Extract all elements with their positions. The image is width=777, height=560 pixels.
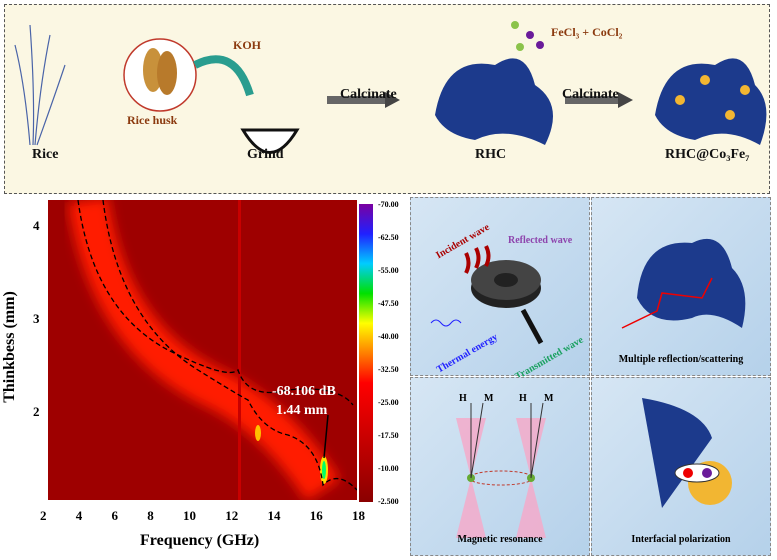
peak-marker bbox=[322, 461, 326, 479]
label-interfacial-polarization: Interfacial polarization bbox=[631, 534, 731, 545]
label-rhc: RHC bbox=[475, 147, 507, 162]
secondary-peak bbox=[255, 425, 261, 441]
colorbar bbox=[359, 204, 373, 502]
absorption-band bbox=[68, 200, 340, 500]
thermal-wave-icon bbox=[430, 319, 462, 327]
transmitted-arrow-icon bbox=[520, 308, 544, 345]
label-magnetic-resonance: Magnetic resonance bbox=[457, 534, 543, 545]
contour-lower bbox=[102, 200, 357, 491]
incident-wave-icon bbox=[464, 245, 491, 274]
contour-upper bbox=[77, 200, 354, 406]
interfacial-polarization-quadrant: Interfacial polarization bbox=[591, 377, 771, 556]
label-m: M bbox=[544, 393, 554, 404]
colorbar-tick: -47.50 bbox=[378, 299, 399, 308]
x-tick: 12 bbox=[225, 508, 239, 523]
label-calcinate-1: Calcinate bbox=[340, 87, 397, 102]
label-m: M bbox=[484, 393, 494, 404]
reflection-path-icon bbox=[621, 277, 713, 329]
annotation-rl: -68.106 dB bbox=[272, 384, 336, 399]
x-tick: 6 bbox=[111, 508, 119, 523]
x-tick: 16 bbox=[309, 508, 323, 523]
colorbar-tick: -25.00 bbox=[378, 398, 399, 407]
synthesis-illustrations bbox=[14, 21, 767, 154]
arrow-icon bbox=[193, 55, 254, 97]
heatmap-plot bbox=[48, 200, 357, 500]
x-tick: 8 bbox=[147, 508, 154, 523]
rhc-structure-icon bbox=[435, 58, 553, 146]
colorbar-tick: -62.50 bbox=[378, 233, 399, 242]
x-tick: 14 bbox=[267, 508, 281, 523]
y-tick: 3 bbox=[33, 311, 40, 326]
mechanism-panel: Incident wave Reflected wave Thermal ene… bbox=[410, 197, 772, 557]
label-rice-husk: Rice husk bbox=[127, 113, 178, 127]
rhc-structure-icon bbox=[637, 238, 746, 328]
reflection-loss-heatmap: -68.106 dB 1.44 mm -70.00 -62.50 -55.00 -47… bbox=[0, 198, 405, 560]
label-product: RHC@Co₃Fe₇ bbox=[665, 147, 750, 162]
colorbar-tick: -70.00 bbox=[378, 200, 399, 209]
colorbar-tick: -2.500 bbox=[378, 497, 399, 506]
label-grind: Grind bbox=[247, 147, 284, 162]
colorbar-tick: -17.50 bbox=[378, 431, 399, 440]
colorbar-ticks: -70.00 -62.50 -55.00 -47.50 -40.00 -32.50 -25.… bbox=[378, 200, 399, 506]
label-h: H bbox=[459, 393, 467, 404]
x-tick: 4 bbox=[75, 508, 83, 523]
attenuation-quadrant: Incident wave Reflected wave Thermal ene… bbox=[410, 197, 590, 382]
y-tick: 2 bbox=[33, 404, 40, 419]
label-multiple-reflection: Multiple reflection/scattering bbox=[618, 354, 744, 365]
colorbar-tick: -10.00 bbox=[378, 464, 399, 473]
label-reflected-wave: Reflected wave bbox=[508, 235, 573, 246]
x-axis-label: Frequency (GHz) bbox=[140, 532, 260, 549]
label-h: H bbox=[519, 393, 527, 404]
annotation-thickness: 1.44 mm bbox=[276, 403, 328, 418]
annotation-arrow bbox=[323, 414, 329, 459]
x-tick: 2 bbox=[40, 508, 47, 523]
mortar-icon bbox=[240, 128, 300, 154]
label-calcinate-2: Calcinate bbox=[562, 87, 619, 102]
colorbar-tick: -40.00 bbox=[378, 332, 399, 341]
magnetic-resonance-quadrant: H M H M Magnetic resonance bbox=[410, 377, 590, 556]
y-axis-label: Thinkbess (mm) bbox=[1, 291, 18, 403]
label-rice: Rice bbox=[32, 147, 59, 162]
x-tick: 10 bbox=[183, 508, 196, 523]
label-salts: FeCl₃ + CoCl₂ bbox=[551, 25, 623, 39]
x-tick: 18 bbox=[352, 508, 365, 523]
carbon-sheet-icon bbox=[642, 398, 712, 508]
rhc-co3fe7-icon bbox=[655, 58, 767, 146]
x-ticks: 2 4 6 8 10 12 14 16 18 bbox=[40, 508, 365, 524]
label-koh: KOH bbox=[233, 38, 262, 52]
multiple-reflection-quadrant: Multiple reflection/scattering bbox=[591, 197, 771, 376]
rice-plant-icon bbox=[14, 24, 66, 146]
synthesis-scheme-panel: Rice Rice husk KOH Grind Calcinate FeCl₃… bbox=[4, 4, 770, 194]
salt-particles-icon bbox=[511, 21, 544, 51]
colorbar-tick: -32.50 bbox=[378, 365, 399, 374]
colorbar-tick: -55.00 bbox=[378, 266, 399, 275]
y-tick: 4 bbox=[33, 218, 40, 233]
